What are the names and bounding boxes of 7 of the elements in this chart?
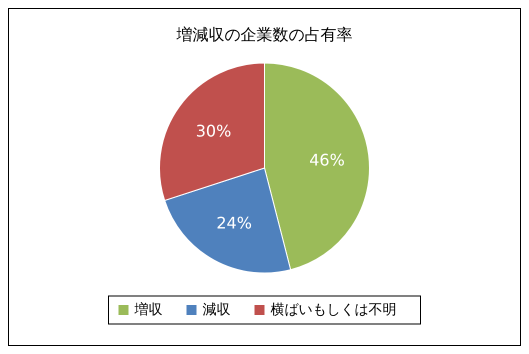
data-label: 30% (196, 121, 232, 140)
legend-label: 減収 (202, 302, 230, 318)
chart-title: 増減収の企業数の占有率 (176, 25, 352, 44)
data-label: 24% (216, 214, 252, 233)
data-label: 46% (309, 150, 345, 170)
legend-label: 増収 (134, 301, 162, 318)
legend-label: 横ばいもしくは不明 (270, 302, 396, 318)
